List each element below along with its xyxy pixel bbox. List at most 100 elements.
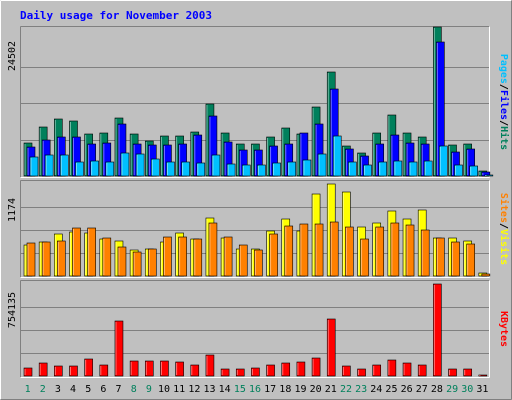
x-tick-day-26: 26 [401,384,413,395]
bar-kbytes-day-20 [311,357,321,377]
bar-kbytes-day-22 [342,365,351,377]
bar-kbytes-day-31 [478,374,488,377]
bar-sites-day-1 [26,242,36,277]
bar-sites-day-26 [405,224,415,277]
bar-sites-day-24 [375,226,385,277]
x-tick-day-14: 14 [219,384,231,395]
bar-sites-day-6 [102,237,112,277]
x-tick-day-15: 15 [234,384,246,395]
x-tick-day-18: 18 [279,384,291,395]
bar-kbytes-day-6 [99,364,109,377]
bar-kbytes-day-12 [190,364,200,377]
bar-pages-day-22 [348,161,357,177]
bar-pages-day-6 [105,161,115,177]
bar-pages-day-28 [439,145,448,177]
bar-pages-day-14 [226,163,236,177]
bar-pages-day-12 [196,162,206,177]
bar-kbytes-day-13 [205,354,215,377]
bar-sites-day-15 [238,244,248,277]
bar-kbytes-day-14 [220,368,230,377]
x-tick-day-24: 24 [370,384,382,395]
panel-hits-legend-item-2: Files [498,90,510,120]
bar-sites-day-16 [254,249,263,277]
bar-kbytes-day-23 [357,368,366,377]
x-tick-day-17: 17 [264,384,276,395]
panel-hits-legend: Pages/Files/Hits [498,54,510,150]
bar-kbytes-day-8 [129,360,139,377]
x-tick-day-3: 3 [55,384,61,395]
bar-pages-day-16 [257,164,266,177]
bar-pages-day-21 [332,135,342,177]
bar-sites-day-10 [163,236,172,277]
bar-pages-day-1 [29,156,39,177]
bar-sites-day-29 [451,241,460,277]
bar-sites-day-22 [345,226,354,277]
bar-pages-day-4 [75,161,84,177]
panel-visits-legend-item-1: / [498,223,509,229]
x-tick-day-2: 2 [40,384,46,395]
bar-pages-day-29 [454,164,463,177]
panel-kbytes: 754135 KBytes [7,280,509,378]
bar-sites-day-28 [436,237,445,277]
panel-kbytes-bars [23,283,488,377]
bar-sites-day-30 [466,243,475,277]
x-tick-day-13: 13 [203,384,215,395]
bar-sites-day-2 [41,241,51,277]
panel-visits-ymax-label: 1174 [7,198,18,222]
x-tick-day-12: 12 [188,384,200,395]
x-tick-day-23: 23 [355,384,367,395]
bar-kbytes-day-11 [175,361,184,377]
bar-pages-day-26 [408,161,418,177]
panel-kbytes-legend-item-0: KBytes [498,311,509,347]
bar-kbytes-day-30 [463,368,472,377]
bar-pages-day-30 [469,165,478,177]
bar-pages-day-24 [378,161,388,177]
panel-visits-legend: Sites/Visits [498,193,510,265]
bar-sites-day-8 [132,251,142,277]
panel-hits-ymax-label: 24502 [7,41,18,71]
bar-pages-day-9 [150,158,160,177]
panel-kbytes-background [20,280,490,378]
bar-sites-day-14 [223,236,233,277]
bar-pages-day-2 [44,154,54,177]
panel-visits-bars [23,183,491,277]
bar-kbytes-day-24 [372,364,382,377]
x-tick-day-25: 25 [385,384,397,395]
bar-pages-day-13 [211,154,221,177]
bar-kbytes-day-29 [448,368,457,377]
bar-kbytes-day-2 [38,362,48,377]
bar-sites-day-19 [299,223,309,277]
x-tick-day-9: 9 [146,384,152,395]
panel-hits-legend-item-0: Pages [498,54,509,84]
bar-kbytes-day-3 [54,365,63,377]
bar-sites-day-17 [269,233,278,277]
bar-kbytes-day-10 [160,360,169,377]
bar-pages-day-7 [120,152,130,177]
bar-kbytes-day-7 [114,320,124,377]
panel-hits-legend-item-1: / [498,84,509,90]
bar-sites-day-9 [147,248,157,277]
x-tick-day-8: 8 [131,384,137,395]
bar-kbytes-day-5 [84,358,93,377]
bar-kbytes-day-9 [144,360,154,377]
bar-pages-day-19 [302,159,312,177]
bar-pages-day-25 [393,160,403,177]
x-tick-day-6: 6 [100,384,106,395]
panel-hits-bars [23,26,494,177]
bar-sites-day-20 [314,223,324,277]
bar-kbytes-day-15 [235,368,245,377]
x-tick-day-21: 21 [325,384,337,395]
bar-pages-day-8 [135,153,145,177]
x-tick-day-11: 11 [173,384,185,395]
bar-pages-day-23 [363,164,372,177]
bar-pages-day-11 [181,161,190,177]
bar-sites-day-4 [72,227,81,277]
bar-pages-day-15 [241,164,251,177]
bar-sites-day-12 [193,238,203,277]
bar-pages-day-3 [60,154,69,177]
x-tick-day-30: 30 [461,384,473,395]
x-tick-day-22: 22 [340,384,352,395]
bar-sites-day-23 [360,238,369,277]
x-tick-day-28: 28 [431,384,443,395]
bar-pages-day-31 [484,174,494,177]
